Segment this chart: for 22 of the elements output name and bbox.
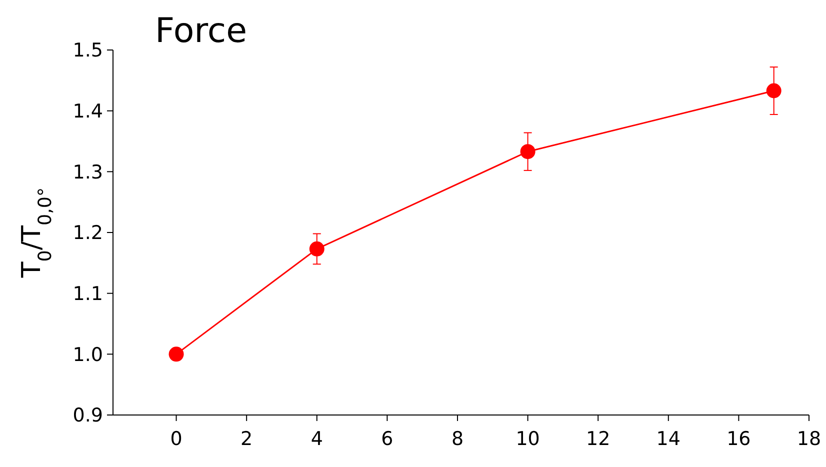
x-tick-label: 0	[170, 428, 182, 450]
y-tick-label: 1.2	[72, 222, 103, 244]
x-tick-label: 12	[586, 428, 610, 450]
x-tick-label: 8	[451, 428, 464, 450]
point	[168, 346, 184, 362]
point	[766, 83, 782, 98]
x-tick-label: 6	[381, 428, 394, 450]
x-tick-label: 10	[516, 428, 540, 450]
y-tick-label: 0.9	[72, 404, 103, 427]
y-tick-label: 1.5	[72, 40, 103, 62]
chart-title: Force	[155, 11, 247, 51]
x-tick-label: 18	[796, 428, 822, 450]
y-tick-label: 1.1	[72, 282, 103, 305]
x-tick-label: 16	[726, 428, 751, 450]
x-tick-label: 4	[310, 428, 323, 450]
point	[309, 241, 324, 256]
x-tick-label: 2	[240, 428, 253, 450]
y-tick-label: 1.0	[72, 344, 103, 366]
y-tick-label: 1.4	[72, 100, 103, 122]
point	[520, 144, 536, 160]
y-tick-label: 1.3	[72, 161, 103, 184]
x-tick-label: 14	[656, 428, 680, 450]
